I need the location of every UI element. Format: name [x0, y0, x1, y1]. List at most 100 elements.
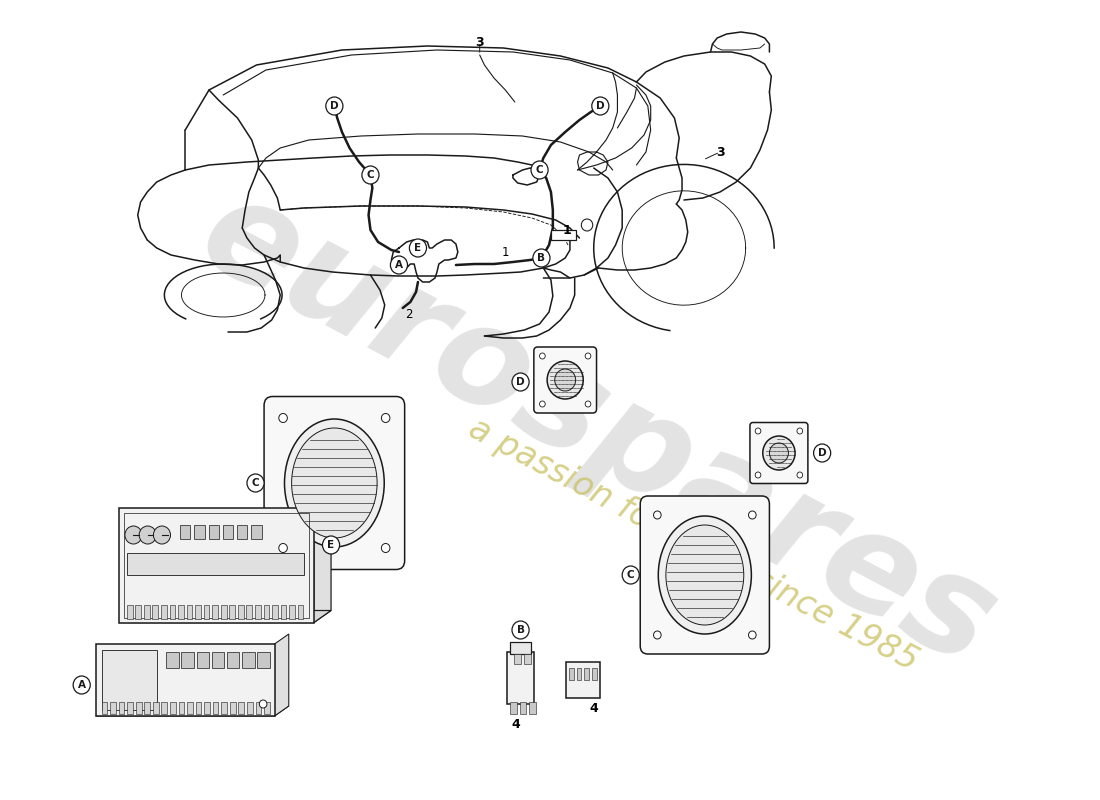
Text: E: E — [328, 540, 334, 550]
Bar — [178, 605, 184, 618]
Text: a passion for parts since 1985: a passion for parts since 1985 — [463, 412, 924, 678]
Circle shape — [539, 353, 546, 359]
Text: A: A — [395, 260, 403, 270]
Polygon shape — [96, 706, 289, 716]
Bar — [124, 513, 309, 618]
Circle shape — [248, 474, 264, 492]
Bar — [280, 605, 286, 618]
Bar — [507, 652, 534, 704]
Bar — [96, 644, 275, 716]
Circle shape — [512, 373, 529, 391]
Bar — [195, 525, 205, 539]
Text: C: C — [627, 570, 635, 580]
Bar — [182, 652, 194, 668]
Circle shape — [260, 700, 267, 708]
Bar — [255, 605, 261, 618]
Circle shape — [390, 256, 407, 274]
Bar — [126, 605, 132, 618]
Circle shape — [592, 97, 609, 115]
Text: 1: 1 — [563, 223, 572, 237]
Text: C: C — [366, 170, 374, 180]
Circle shape — [382, 543, 389, 553]
Bar — [119, 702, 124, 714]
Bar — [592, 668, 596, 680]
Polygon shape — [314, 495, 331, 622]
Circle shape — [322, 536, 340, 554]
Text: 3: 3 — [475, 35, 484, 49]
Text: C: C — [536, 165, 543, 175]
Bar — [236, 525, 248, 539]
Bar — [187, 702, 192, 714]
Bar — [187, 605, 192, 618]
Bar — [272, 605, 278, 618]
Circle shape — [748, 511, 756, 519]
Text: D: D — [330, 101, 339, 111]
Bar — [162, 702, 167, 714]
Text: C: C — [252, 478, 260, 488]
Polygon shape — [119, 610, 331, 622]
Ellipse shape — [292, 428, 377, 538]
Bar — [126, 553, 305, 575]
Bar — [238, 605, 243, 618]
Bar — [221, 605, 227, 618]
Bar — [212, 605, 218, 618]
Text: D: D — [516, 377, 525, 387]
Bar — [551, 230, 575, 240]
Circle shape — [798, 472, 803, 478]
Text: B: B — [538, 253, 546, 263]
Ellipse shape — [285, 419, 384, 547]
Ellipse shape — [666, 525, 744, 625]
Text: D: D — [817, 448, 826, 458]
FancyBboxPatch shape — [264, 397, 405, 570]
Text: 1: 1 — [502, 246, 509, 258]
Text: A: A — [78, 680, 86, 690]
Circle shape — [653, 511, 661, 519]
Circle shape — [554, 369, 575, 391]
Bar — [153, 702, 158, 714]
Text: eurospares: eurospares — [179, 164, 1018, 696]
Bar — [251, 525, 262, 539]
Bar — [119, 507, 314, 622]
Bar — [144, 702, 150, 714]
Bar — [110, 702, 115, 714]
Bar — [584, 668, 588, 680]
Circle shape — [532, 249, 550, 267]
Circle shape — [623, 566, 639, 584]
Bar — [239, 702, 244, 714]
Polygon shape — [275, 634, 289, 716]
Circle shape — [798, 428, 803, 434]
Circle shape — [409, 239, 427, 257]
Bar — [101, 702, 108, 714]
Bar — [135, 605, 141, 618]
Bar — [227, 652, 240, 668]
Circle shape — [653, 631, 661, 639]
Circle shape — [539, 401, 546, 407]
FancyBboxPatch shape — [750, 422, 807, 483]
Circle shape — [531, 161, 548, 179]
Bar — [289, 605, 295, 618]
Bar — [510, 642, 531, 654]
Circle shape — [762, 436, 795, 470]
Text: 4: 4 — [512, 718, 520, 731]
Bar — [246, 605, 252, 618]
Circle shape — [769, 443, 789, 463]
Bar — [525, 654, 531, 664]
Bar — [205, 702, 210, 714]
Circle shape — [73, 676, 90, 694]
Circle shape — [382, 414, 389, 422]
Circle shape — [362, 166, 380, 184]
Bar — [230, 605, 235, 618]
Bar — [196, 702, 201, 714]
Bar — [242, 652, 254, 668]
Bar — [101, 650, 156, 710]
Bar — [519, 702, 526, 714]
Bar — [166, 652, 178, 668]
Circle shape — [814, 444, 830, 462]
Circle shape — [585, 353, 591, 359]
Bar — [569, 668, 574, 680]
Text: D: D — [596, 101, 605, 111]
Bar — [514, 654, 520, 664]
Circle shape — [125, 526, 142, 544]
Bar — [170, 702, 176, 714]
Text: 2: 2 — [405, 309, 412, 322]
